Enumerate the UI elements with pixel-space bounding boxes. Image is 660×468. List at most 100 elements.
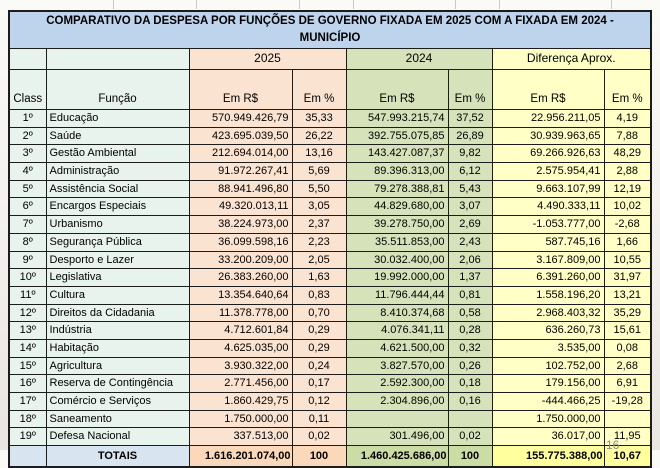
row-diff-pct: -19,28 bbox=[603, 392, 652, 411]
row-diff-value: 636.260,73 bbox=[491, 321, 605, 340]
row-2025-pct: 2,23 bbox=[291, 232, 347, 252]
table-row: 12º Direitos da Cidadania 11.378.778,00 … bbox=[8, 303, 652, 323]
row-2024-value: 547.993.215,74 bbox=[345, 109, 449, 128]
row-funcao: Direitos da Cidadania bbox=[45, 303, 190, 323]
row-diff-value: 587.745,16 bbox=[491, 232, 605, 252]
row-2024-pct: 5,43 bbox=[447, 179, 493, 199]
row-2024-value: 2.592.300,00 bbox=[345, 374, 449, 393]
row-diff-pct: 7,88 bbox=[603, 126, 652, 146]
col-header-funcao: Função bbox=[45, 69, 190, 110]
row-2024-value: 143.427.087,37 bbox=[345, 144, 449, 164]
row-funcao: Desporto e Lazer bbox=[45, 250, 190, 270]
row-class-rank: 2º bbox=[8, 126, 47, 146]
row-2025-pct: 0,70 bbox=[291, 303, 347, 323]
row-2025-value: 11.378.778,00 bbox=[188, 303, 293, 323]
header-spacer-funcao bbox=[45, 48, 190, 70]
row-diff-pct: 10,55 bbox=[603, 250, 652, 270]
col-header-diff-rs: Em R$ bbox=[491, 69, 605, 110]
row-2024-value: 4.076.341,11 bbox=[345, 321, 449, 340]
row-2024-value: 11.796.444,44 bbox=[345, 285, 449, 305]
row-2025-value: 88.941.496,80 bbox=[188, 179, 293, 199]
row-funcao: Comércio e Serviços bbox=[45, 392, 190, 411]
row-2024-value: 301.496,00 bbox=[345, 427, 449, 447]
row-diff-pct: 12,19 bbox=[603, 179, 652, 199]
col-header-2024-pct: Em % bbox=[447, 69, 493, 110]
table-row: 18º Saneamento 1.750.000,00 0,11 1.750.0… bbox=[8, 409, 652, 429]
table-row: 9º Desporto e Lazer 33.200.209,00 2,05 3… bbox=[8, 250, 652, 270]
row-2025-pct: 5,50 bbox=[291, 179, 347, 199]
row-2025-pct: 1,63 bbox=[291, 268, 347, 287]
row-funcao: Urbanismo bbox=[45, 215, 190, 234]
row-funcao: Educação bbox=[45, 109, 190, 128]
row-class-rank: 19º bbox=[8, 427, 47, 447]
row-class-rank: 6º bbox=[8, 197, 47, 217]
totals-2025-value: 1.616.201.074,00 bbox=[188, 445, 293, 468]
table-title: COMPARATIVO DA DESPESA POR FUNÇÕES DE GO… bbox=[8, 10, 652, 49]
row-diff-value: 2.968.403,32 bbox=[491, 303, 605, 323]
row-class-rank: 10º bbox=[8, 268, 47, 287]
row-2025-pct: 13,16 bbox=[291, 144, 347, 164]
header-spacer-class bbox=[8, 48, 47, 70]
row-diff-value: 9.663.107,99 bbox=[491, 179, 605, 199]
row-2024-pct: 0,28 bbox=[447, 321, 493, 340]
totals-2025-pct: 100 bbox=[291, 445, 347, 468]
row-2025-pct: 3,05 bbox=[291, 197, 347, 217]
totals-2024-value: 1.460.425.686,00 bbox=[345, 445, 449, 468]
row-2025-pct: 0,17 bbox=[291, 374, 347, 393]
row-2024-pct: 0,18 bbox=[447, 374, 493, 393]
row-diff-value: 2.575.954,41 bbox=[491, 162, 605, 181]
row-diff-value: 6.391.260,00 bbox=[491, 268, 605, 287]
row-2025-value: 4.625.035,00 bbox=[188, 338, 293, 358]
table-row: 17º Comércio e Serviços 1.860.429,75 0,1… bbox=[8, 392, 652, 411]
row-2025-value: 13.354.640,64 bbox=[188, 285, 293, 305]
row-2025-value: 1.860.429,75 bbox=[188, 392, 293, 411]
row-diff-value: -1.053.777,00 bbox=[491, 215, 605, 234]
row-funcao: Agricultura bbox=[45, 356, 190, 376]
row-class-rank: 17º bbox=[8, 392, 47, 411]
page-number: 16 bbox=[606, 438, 620, 452]
row-2024-value: 4.621.500,00 bbox=[345, 338, 449, 358]
row-class-rank: 13º bbox=[8, 321, 47, 340]
row-class-rank: 7º bbox=[8, 215, 47, 234]
row-diff-value: 102.752,00 bbox=[491, 356, 605, 376]
row-2024-value: 39.278.750,00 bbox=[345, 215, 449, 234]
row-2024-pct: 2,43 bbox=[447, 232, 493, 252]
row-2025-pct: 0,11 bbox=[291, 409, 347, 429]
group-header-2024: 2024 bbox=[345, 48, 493, 70]
row-2025-pct: 0,02 bbox=[291, 427, 347, 447]
row-2024-value: 89.396.313,00 bbox=[345, 162, 449, 181]
row-class-rank: 8º bbox=[8, 232, 47, 252]
row-diff-pct bbox=[603, 409, 652, 429]
row-2024-pct bbox=[447, 409, 493, 429]
row-2024-value: 2.304.896,00 bbox=[345, 392, 449, 411]
row-diff-pct: 15,61 bbox=[603, 321, 652, 340]
totals-label: TOTAIS bbox=[45, 445, 190, 468]
row-2024-pct: 0,32 bbox=[447, 338, 493, 358]
row-2025-pct: 0,83 bbox=[291, 285, 347, 305]
totals-row: TOTAIS 1.616.201.074,00 100 1.460.425.68… bbox=[8, 445, 652, 468]
row-funcao: Cultura bbox=[45, 285, 190, 305]
table-row: 19º Defesa Nacional 337.513,00 0,02 301.… bbox=[8, 427, 652, 447]
row-funcao: Segurança Pública bbox=[45, 232, 190, 252]
row-2024-pct: 1,37 bbox=[447, 268, 493, 287]
row-2025-pct: 5,69 bbox=[291, 162, 347, 181]
row-class-rank: 1º bbox=[8, 109, 47, 128]
row-2025-value: 1.750.000,00 bbox=[188, 409, 293, 429]
row-2025-pct: 0,12 bbox=[291, 392, 347, 411]
row-2025-pct: 26,22 bbox=[291, 126, 347, 146]
row-2024-pct: 2,06 bbox=[447, 250, 493, 270]
row-diff-pct: -2,68 bbox=[603, 215, 652, 234]
row-diff-value: 3.535,00 bbox=[491, 338, 605, 358]
row-2025-value: 49.320.013,11 bbox=[188, 197, 293, 217]
row-2025-value: 423.695.039,50 bbox=[188, 126, 293, 146]
row-2024-value bbox=[345, 409, 449, 429]
row-2025-pct: 0,29 bbox=[291, 321, 347, 340]
row-2024-value: 30.032.400,00 bbox=[345, 250, 449, 270]
row-funcao: Saneamento bbox=[45, 409, 190, 429]
row-class-rank: 14º bbox=[8, 338, 47, 358]
row-2024-value: 3.827.570,00 bbox=[345, 356, 449, 376]
row-diff-pct: 11,95 bbox=[603, 427, 652, 447]
row-2025-value: 38.224.973,00 bbox=[188, 215, 293, 234]
table-row: 1º Educação 570.949.426,79 35,33 547.993… bbox=[8, 109, 652, 128]
row-2024-value: 44.829.680,00 bbox=[345, 197, 449, 217]
